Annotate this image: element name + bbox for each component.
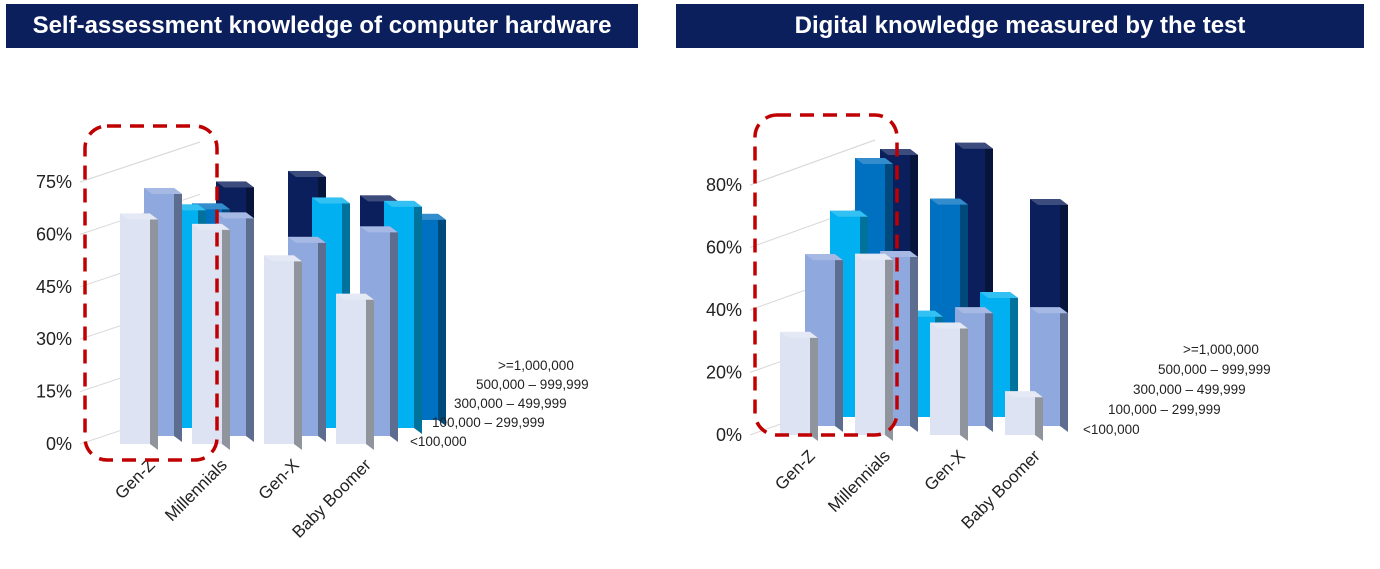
highlight-box <box>753 113 899 437</box>
depth-tick-label: >=1,000,000 <box>1183 342 1259 357</box>
depth-axis: <100,000 100,000 – 299,999 300,000 – 499,9… <box>410 358 589 449</box>
depth-tick-label: 500,000 – 999,999 <box>1158 362 1271 377</box>
bar <box>1005 391 1043 441</box>
depth-axis: <100,000 100,000 – 299,999 300,000 – 499,9… <box>1083 342 1271 437</box>
bar <box>780 331 818 441</box>
depth-tick-label: >=1,000,000 <box>498 358 574 373</box>
y-tick-label: 30% <box>36 329 72 349</box>
y-tick-label: 20% <box>706 363 742 383</box>
highlight-box <box>83 124 219 462</box>
y-tick-label: 45% <box>36 277 72 297</box>
depth-tick-label: 300,000 – 499,999 <box>454 396 567 411</box>
x-tick-label: Baby Boomer <box>958 446 1045 533</box>
chart-panel-digital-knowledge: Digital knowledge measured by the test 0… <box>676 0 1380 569</box>
y-tick-label: 60% <box>36 224 72 244</box>
bar <box>336 293 374 450</box>
chart-title: Digital knowledge measured by the test <box>676 4 1364 48</box>
x-tick-label: Gen-X <box>255 455 303 503</box>
chart-self-assessment: 0% 15% 30% 45% 60% 75% <100,000 100,000 – 299,9… <box>36 124 589 542</box>
gridline <box>749 139 876 186</box>
y-axis: 0% 20% 40% 60% 80% <box>706 175 742 445</box>
depth-tick-label: 100,000 – 299,999 <box>1108 402 1221 417</box>
chart-title: Self-assessment knowledge of computer ha… <box>6 4 638 48</box>
depth-tick-label: 300,000 – 499,999 <box>1133 382 1246 397</box>
depth-tick-label: <100,000 <box>1083 422 1140 437</box>
y-tick-label: 40% <box>706 300 742 320</box>
gridline <box>79 141 201 183</box>
bar <box>120 213 158 450</box>
bars <box>120 170 446 450</box>
x-tick-label: Gen-Z <box>771 446 819 494</box>
bar <box>192 223 230 450</box>
y-tick-label: 80% <box>706 175 742 195</box>
x-tick-label: Gen-X <box>921 446 969 494</box>
depth-tick-label: 100,000 – 299,999 <box>432 415 545 430</box>
y-tick-label: 15% <box>36 382 72 402</box>
bar <box>855 253 893 441</box>
bar <box>930 322 968 441</box>
chart-panel-self-assessment: Self-assessment knowledge of computer ha… <box>6 4 638 542</box>
gridline <box>749 202 876 248</box>
depth-tick-label: 500,000 – 999,999 <box>476 377 589 392</box>
y-tick-label: 75% <box>36 172 72 192</box>
y-axis: 0% 15% 30% 45% 60% 75% <box>36 172 72 454</box>
x-tick-label: Millennials <box>161 455 231 525</box>
y-tick-label: 0% <box>716 425 742 445</box>
x-tick-label: Millennials <box>824 446 894 516</box>
y-tick-label: 0% <box>46 434 72 454</box>
x-tick-label: Gen-Z <box>111 455 159 503</box>
bars <box>780 142 1068 441</box>
y-tick-label: 60% <box>706 238 742 258</box>
chart-digital-knowledge: 0% 20% 40% 60% 80% <100,000 100,000 – 299,999 3… <box>706 113 1271 533</box>
bar <box>264 255 302 450</box>
depth-tick-label: <100,000 <box>410 434 467 449</box>
